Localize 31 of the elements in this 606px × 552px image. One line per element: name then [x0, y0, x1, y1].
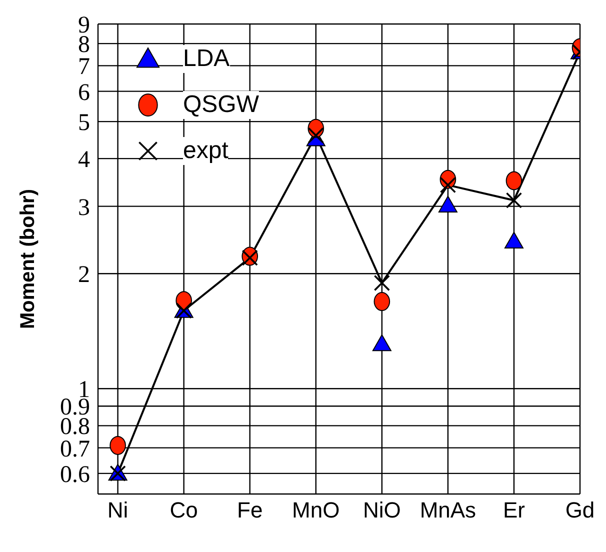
x-tick-label: Fe [237, 498, 263, 523]
y-tick-label: 7 [78, 54, 90, 80]
x-tick-label: Ni [107, 498, 128, 523]
point [110, 436, 126, 455]
y-tick-label: 6 [78, 80, 90, 106]
x-tick-label: Er [502, 498, 525, 523]
x-tick-label: NiO [362, 498, 401, 523]
y-tick-label: 0.6 [60, 462, 90, 488]
y-axis-title: Moment (bohr) [17, 189, 40, 329]
point [374, 274, 390, 292]
y-tick-label: 4 [78, 147, 90, 174]
point [440, 176, 456, 194]
point [374, 292, 390, 312]
x-tick-label: Gd [565, 498, 595, 523]
y-tick-label: 3 [78, 194, 90, 221]
y-tick-label: 5 [78, 110, 90, 136]
point [506, 192, 522, 208]
point [242, 250, 258, 266]
y-tick-label: 0.7 [60, 436, 90, 462]
point [372, 334, 392, 352]
legend-label: LDA [183, 45, 230, 73]
point [504, 232, 524, 249]
point [308, 127, 324, 144]
legend-label: expt [183, 137, 228, 165]
x-tick-label: MnAs [420, 498, 476, 523]
x-tick-label: Co [170, 498, 198, 523]
x-tick-label: MnO [292, 498, 340, 523]
y-tick-label: 2 [78, 262, 90, 288]
legend-label: QSGW [183, 91, 259, 119]
point [438, 196, 458, 212]
point [506, 171, 522, 190]
